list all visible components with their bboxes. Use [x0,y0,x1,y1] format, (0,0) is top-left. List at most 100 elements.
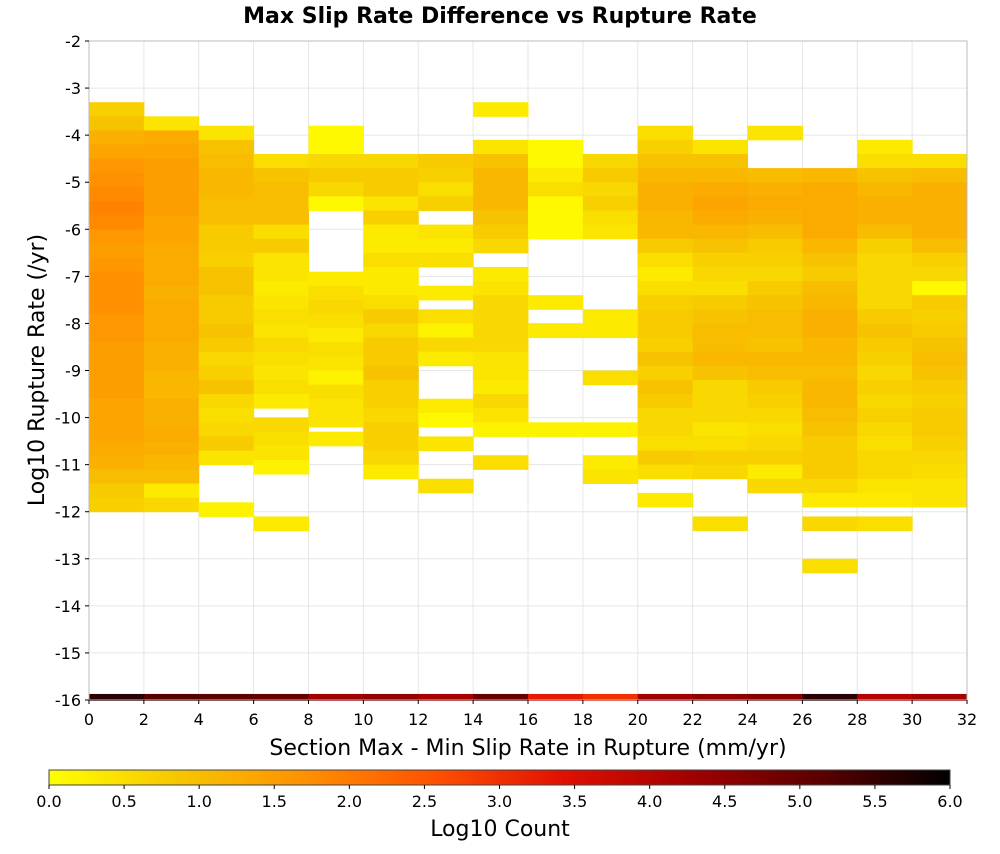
y-tick-label: -12 [55,503,81,522]
colorbar-label: Log10 Count [430,817,570,842]
heatmap-cell [143,243,200,259]
heatmap-cell [253,252,309,268]
heatmap-cell [528,224,584,240]
heatmap-cell [363,323,419,339]
heatmap-cell [418,252,474,268]
heatmap-cell [692,252,748,268]
heatmap-cell [857,422,913,437]
heatmap-cell [912,252,968,268]
heatmap-cell [637,210,694,226]
heatmap-cell [747,436,803,452]
heatmap-cell [198,295,255,310]
heatmap-cell [363,450,419,466]
heatmap-cell [253,266,309,282]
heatmap-cell [89,441,145,456]
heatmap-cell [253,153,309,169]
heatmap-cell [308,370,364,386]
heatmap-cell [528,196,584,211]
heatmap-cell [582,153,639,169]
heatmap-cell [802,365,858,381]
heatmap-cell [89,102,145,117]
heatmap-cell [253,379,309,395]
heatmap-cell [857,252,913,268]
colorbar-tick-label: 4.0 [637,792,662,811]
heatmap-cell [692,379,748,395]
heatmap-cell [363,408,419,423]
heatmap-cell [692,139,748,155]
colorbar-tick-label: 0.5 [111,792,136,811]
colorbar-ticks: 0.0 0.5 1.0 1.5 2.0 2.5 3.0 3.5 4.0 4.5 5.0 5.5 6.0 [36,785,963,811]
heatmap-cell [692,182,748,197]
heatmap-cell [89,398,145,414]
colorbar-tick-label: 4.5 [712,792,737,811]
heatmap-cell [857,224,913,240]
heatmap-cell-bottom [692,693,748,701]
heatmap-cell [89,356,145,371]
colorbar-tick-label: 2.5 [412,792,437,811]
heatmap-cell-bottom [747,693,803,701]
heatmap-cell [692,464,748,480]
heatmap-cell [528,210,584,226]
heatmap-cell [747,408,803,423]
y-tick-label: -4 [65,126,81,145]
heatmap-cell [143,469,200,484]
heatmap-cell-bottom [143,693,200,701]
colorbar-tick-label: 3.0 [487,792,512,811]
heatmap-cell [692,224,748,240]
y-tick-label: -2 [65,32,81,51]
heatmap-cell [692,516,748,532]
heatmap-cell [802,379,858,395]
heatmap-cell [637,295,694,310]
heatmap-cell [802,337,858,353]
heatmap-cell [89,285,145,301]
heatmap-cell [143,356,200,371]
heatmap-cell [747,309,803,324]
heatmap-cell [747,238,803,254]
y-axis-label: Log10 Rupture Rate (/yr) [25,234,50,506]
heatmap-cell [143,172,200,188]
heatmap-cell [802,168,858,183]
x-tick-label: 22 [682,710,702,729]
heatmap-cell [692,408,748,423]
heatmap-cell [692,365,748,381]
heatmap-cells [89,102,968,701]
heatmap-cell [747,351,803,367]
heatmap-cell [802,210,858,226]
heatmap-cell [253,281,309,296]
heatmap-cell [198,422,255,437]
heatmap-cell [747,422,803,437]
heatmap-cell [857,182,913,197]
heatmap-cell [198,224,255,240]
colorbar-tick-label: 3.5 [562,792,587,811]
heatmap-cell [802,450,858,466]
heatmap-cell [363,210,419,226]
heatmap-cell [473,196,529,211]
y-tick-label: -11 [55,456,81,475]
heatmap-cell [473,266,529,282]
heatmap-cell [253,323,309,339]
heatmap-cell [253,224,309,240]
heatmap-cell [473,337,529,353]
heatmap-cell [143,299,200,315]
heatmap-cell [802,351,858,367]
heatmap-cell [802,492,858,508]
chart-title: Max Slip Rate Difference vs Rupture Rate [243,4,757,29]
heatmap-cell [198,365,255,381]
heatmap-cell [418,412,474,428]
heatmap-cell [418,351,474,367]
heatmap-cell [308,398,364,414]
heatmap-cell [418,285,474,301]
heatmap-cell [198,408,255,423]
heatmap-cell [637,238,694,254]
heatmap-cell [857,379,913,395]
heatmap-cell [89,116,145,131]
heatmap-cell [582,323,639,339]
heatmap-cell [308,314,364,329]
heatmap-cell [912,210,968,226]
heatmap-cell [747,379,803,395]
heatmap-cell [253,445,309,461]
heatmap-cell [418,323,474,339]
heatmap-cell-bottom [198,693,255,701]
heatmap-cell [912,153,968,169]
x-tick-label: 2 [139,710,149,729]
